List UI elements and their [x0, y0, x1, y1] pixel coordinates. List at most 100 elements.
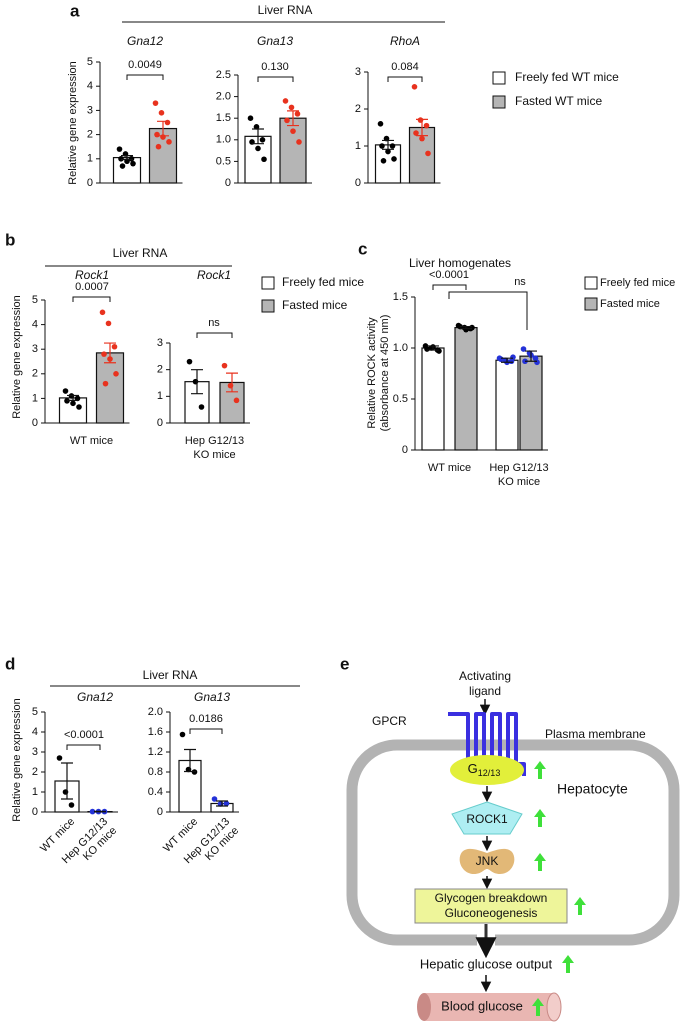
y-tick-label: 2 [355, 103, 361, 115]
legend-label: Fasted mice [282, 298, 348, 312]
g-protein-label: G12/13 [468, 761, 501, 778]
data-point [261, 156, 267, 163]
y-tick-label: 1 [87, 153, 93, 165]
y-tick-label: 2 [32, 766, 38, 778]
panel-label: e [340, 654, 349, 673]
data-point [198, 404, 205, 410]
y-tick-label: 1 [157, 390, 163, 402]
significance-bracket [189, 728, 223, 734]
bar [95, 352, 125, 424]
error-bar [501, 357, 513, 363]
increase-arrow [534, 853, 546, 871]
increase-arrow [562, 955, 574, 973]
error-bar [287, 110, 299, 127]
g-sub: 12/13 [478, 768, 501, 778]
data-point [102, 380, 109, 387]
data-point [469, 324, 475, 331]
data-point [111, 343, 118, 350]
significance-label: 0.084 [391, 61, 419, 73]
data-point [179, 731, 186, 738]
data-point [413, 130, 419, 136]
error-bar [460, 325, 472, 330]
panel-header: Liver RNA [258, 3, 313, 17]
data-point [284, 117, 290, 124]
data-point [128, 156, 135, 162]
bar [219, 381, 245, 424]
membrane-label: Plasma membrane [545, 727, 646, 741]
x-tick-label: KO mice [193, 449, 235, 461]
data-point [105, 320, 112, 327]
chart-title: Rock1 [197, 268, 231, 282]
data-point [221, 362, 228, 369]
data-point [255, 145, 261, 152]
vessel-end [417, 993, 431, 1021]
y-tick-label: 2 [157, 364, 163, 376]
y-tick-label: 1 [32, 786, 38, 798]
bar [374, 144, 402, 184]
chart-title: RhoA [390, 34, 420, 48]
panel-label: a [70, 1, 80, 20]
chart-title: Gna13 [257, 34, 293, 48]
x-tick-label: WT mice [428, 462, 471, 474]
data-point [290, 128, 296, 134]
data-point [56, 755, 63, 761]
y-tick-label: 0.5 [393, 393, 408, 405]
y-tick-label: 1.5 [393, 291, 408, 303]
y-tick-label: 4 [87, 80, 93, 92]
significance-label: <0.0001 [429, 269, 469, 281]
significance-label: ns [514, 276, 526, 288]
legend-swatch [584, 297, 598, 311]
process-box [414, 888, 568, 924]
increase-arrow [534, 809, 546, 827]
data-point [498, 356, 504, 363]
membrane-shape [346, 739, 680, 946]
data-point [288, 104, 295, 111]
data-point [164, 119, 171, 126]
chart-title: Rock1 [75, 268, 109, 282]
y-tick-label: 3 [32, 746, 38, 758]
significance-label: 0.0186 [189, 713, 223, 725]
data-point [158, 110, 165, 116]
legend-label: Fasted WT mice [515, 94, 602, 108]
panel-label: c [358, 239, 367, 258]
significance-bracket [387, 76, 423, 82]
legend-swatch [492, 95, 506, 109]
error-bar [191, 369, 203, 395]
y-tick-label: 3 [87, 104, 93, 116]
x-tick-label: Hep G12/13 [185, 435, 244, 447]
y-tick-label: 3 [157, 337, 163, 349]
data-point [425, 150, 431, 157]
y-tick-label: 1.5 [216, 112, 231, 124]
y-tick-label: 1.6 [148, 726, 163, 738]
data-point [282, 98, 289, 104]
data-point [391, 156, 397, 162]
data-point [89, 808, 96, 815]
data-point [389, 143, 396, 149]
significance-bracket [448, 291, 528, 330]
process-label: Gluconeogenesis [445, 906, 538, 920]
y-tick-label: 5 [32, 706, 38, 718]
increase-arrow [534, 761, 546, 779]
y-tick-label: 1 [32, 392, 38, 404]
data-point [294, 111, 301, 117]
y-axis-label: (absorbance at 450 nm) [379, 315, 391, 432]
y-tick-label: 0 [32, 417, 38, 429]
significance-label: <0.0001 [64, 729, 104, 741]
data-point [118, 156, 124, 162]
bar [519, 355, 543, 451]
data-point [113, 371, 119, 377]
g-main: G [468, 761, 478, 776]
y-tick-label: 0 [157, 417, 163, 429]
data-point [155, 143, 162, 150]
y-tick-label: 1 [355, 140, 361, 152]
g-protein-shape [450, 755, 524, 785]
chart-title: Gna13 [194, 690, 230, 704]
panel-label: b [5, 230, 15, 249]
data-point [130, 160, 136, 167]
data-point [119, 163, 126, 169]
diagram: Activating ligand GPCR Plasma membrane G… [346, 669, 680, 1022]
data-point [76, 404, 82, 410]
y-tick-label: 0 [225, 177, 231, 189]
significance-label: 0.0049 [128, 59, 162, 71]
x-tick-label: KO mice [498, 476, 540, 488]
